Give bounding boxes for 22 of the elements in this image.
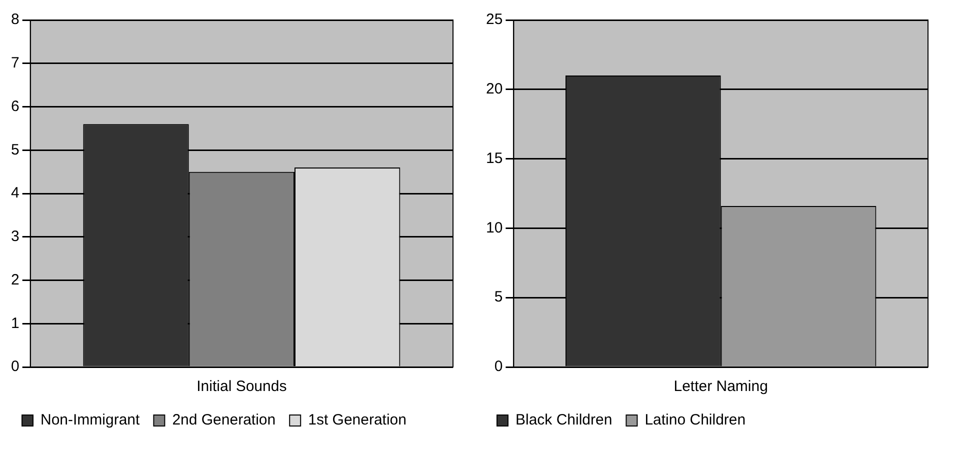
y-tick-label: 25 bbox=[486, 11, 503, 28]
y-tick-label: 0 bbox=[494, 358, 503, 376]
y-tick-label: 5 bbox=[11, 141, 20, 158]
y-tick-label: 3 bbox=[11, 228, 20, 246]
legend-label: Non-Immigrant bbox=[40, 412, 141, 429]
y-tick-label: 0 bbox=[11, 358, 20, 376]
legend-label: Black Children bbox=[516, 412, 612, 429]
y-tick-label: 2 bbox=[11, 271, 20, 288]
y-tick-label: 5 bbox=[494, 288, 503, 306]
legend-label: 2nd Generation bbox=[172, 412, 276, 429]
legend-label: Latino Children bbox=[644, 412, 746, 429]
y-tick-label: 10 bbox=[486, 219, 503, 236]
y-tick-label: 15 bbox=[486, 150, 503, 167]
legend-label: 1st Generation bbox=[308, 412, 407, 429]
y-tick-label: 4 bbox=[11, 184, 20, 202]
y-tick-label: 8 bbox=[11, 11, 20, 28]
x-tick-label: Letter Naming bbox=[674, 378, 768, 396]
y-tick-label: 7 bbox=[11, 54, 20, 72]
x-tick-label: Initial Sounds bbox=[196, 378, 287, 396]
y-tick-label: 1 bbox=[11, 314, 20, 332]
y-tick-label: 6 bbox=[11, 98, 20, 115]
y-tick-label: 20 bbox=[486, 80, 503, 98]
